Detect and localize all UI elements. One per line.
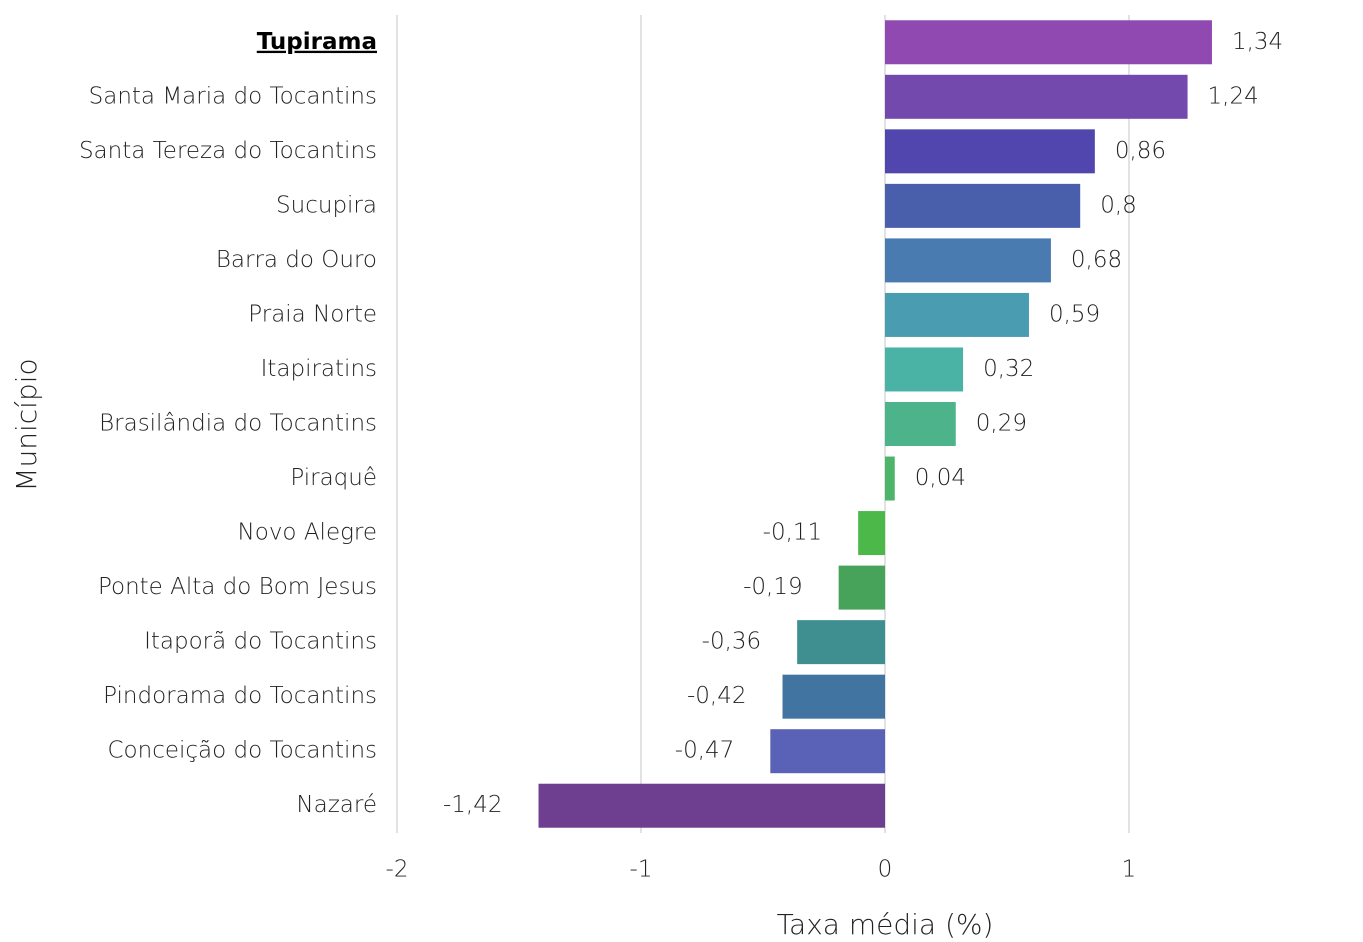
value-label: -1,42 — [443, 792, 503, 818]
bar — [885, 292, 1029, 337]
value-label: -0,42 — [687, 683, 747, 709]
value-label: 0,04 — [915, 465, 966, 491]
bar — [885, 238, 1051, 283]
bar — [858, 511, 885, 556]
y-tick-label: Nazaré — [296, 792, 377, 818]
bar — [538, 783, 885, 828]
x-axis-label: Taxa média (%) — [777, 908, 994, 941]
bar — [797, 620, 885, 665]
value-label: 0,59 — [1049, 301, 1100, 327]
value-label: -0,19 — [743, 574, 803, 600]
value-label: 0,68 — [1071, 247, 1122, 273]
bar — [885, 402, 956, 446]
y-tick-label: Piraquê — [290, 465, 377, 491]
bar — [838, 565, 885, 610]
value-label: 0,29 — [976, 411, 1027, 437]
y-axis-label: Município — [10, 358, 43, 491]
value-label: 1,24 — [1208, 83, 1259, 109]
bar — [782, 674, 885, 719]
value-label: -0,36 — [702, 629, 762, 655]
x-tick-label: 1 — [1122, 857, 1137, 883]
bar — [885, 74, 1188, 119]
y-tick-label: Santa Tereza do Tocantins — [79, 138, 377, 164]
y-tick-label: Itaporã do Tocantins — [144, 629, 377, 655]
value-label: 0,86 — [1115, 138, 1166, 164]
value-label: 1,34 — [1232, 29, 1283, 55]
bar — [885, 129, 1095, 174]
y-tick-label: Pindorama do Tocantins — [103, 683, 377, 709]
value-label: -0,11 — [763, 520, 823, 546]
y-tick-label: Tupirama — [257, 29, 377, 55]
bar — [885, 456, 895, 501]
bar — [770, 729, 885, 774]
x-tick-label: -1 — [630, 857, 653, 883]
y-tick-label: Barra do Ouro — [216, 247, 377, 273]
y-tick-label: Sucupira — [276, 192, 377, 218]
y-tick-label: Novo Alegre — [238, 520, 377, 546]
x-tick-label: 0 — [878, 857, 893, 883]
bar — [885, 347, 964, 392]
value-label: 0,32 — [983, 356, 1034, 382]
value-label: 0,8 — [1100, 192, 1137, 218]
value-label: -0,47 — [675, 738, 735, 764]
y-tick-label: Praia Norte — [248, 301, 377, 327]
bar — [885, 183, 1081, 228]
y-tick-label: Ponte Alta do Bom Jesus — [98, 574, 377, 600]
x-tick-label: -2 — [386, 857, 409, 883]
bar — [885, 20, 1212, 65]
y-tick-label: Conceição do Tocantins — [108, 738, 378, 764]
y-tick-label: Brasilândia do Tocantins — [99, 411, 377, 437]
y-tick-label: Santa Maria do Tocantins — [89, 83, 377, 109]
y-tick-label: Itapiratins — [261, 356, 377, 382]
